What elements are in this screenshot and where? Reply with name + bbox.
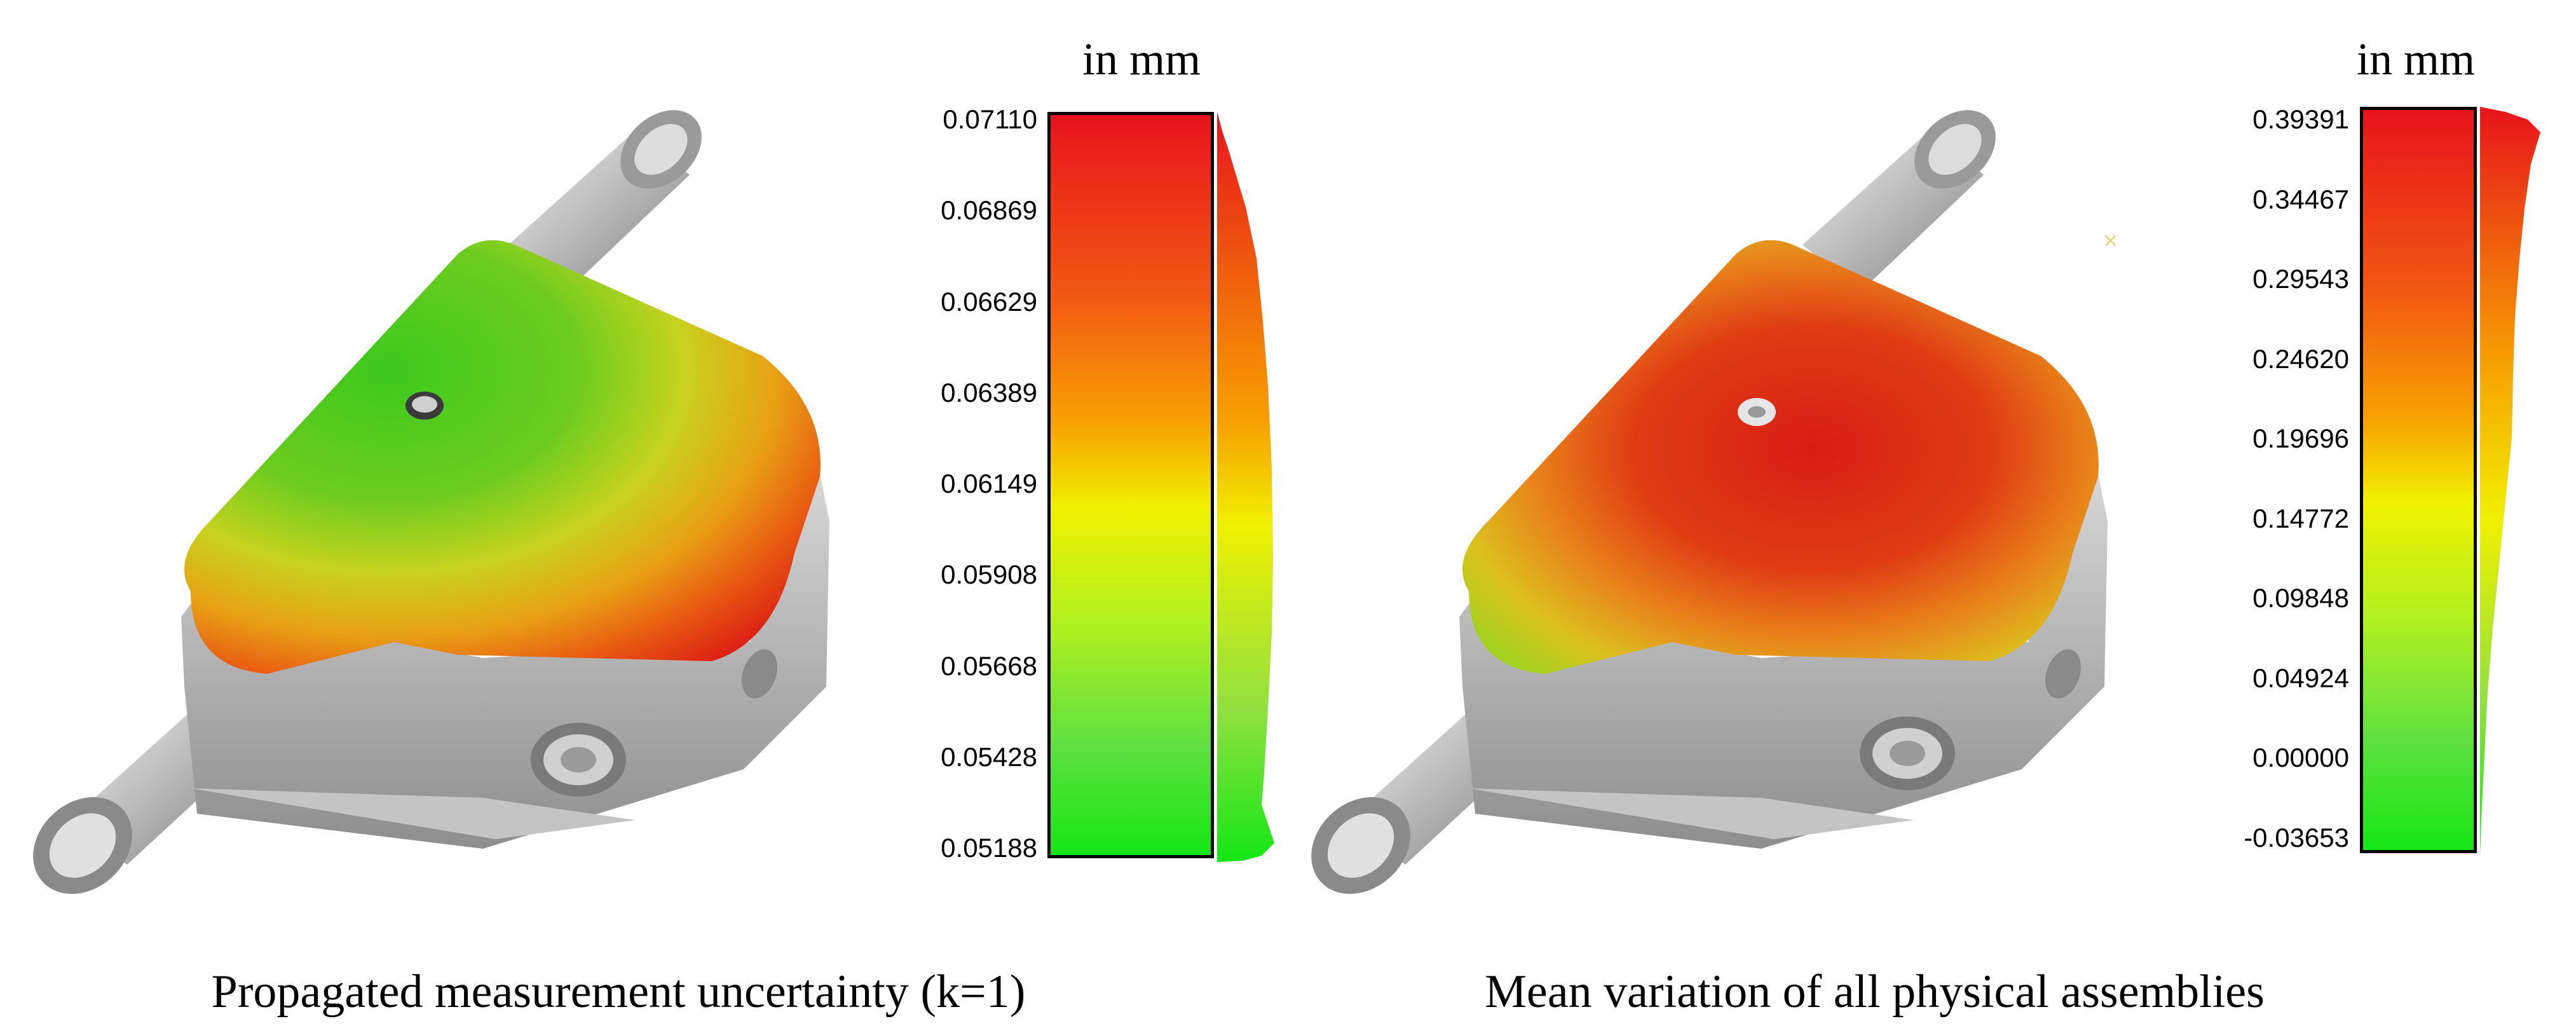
scale-tick-label: 0.04924 <box>2252 662 2349 693</box>
scale-tick-label: 0.00000 <box>2252 743 2349 773</box>
panel-caption: Propagated measurement uncertainty (k=1) <box>211 966 1026 1018</box>
scale-tick-label: 0.06389 <box>941 377 1037 408</box>
color-scale-bar <box>1047 112 1214 858</box>
scale-tick-label: 0.39391 <box>2252 104 2349 134</box>
upper-tube <box>1803 110 1996 292</box>
screw-pocket <box>1860 716 1955 790</box>
scale-tick-label: 0.19696 <box>2252 423 2349 454</box>
screw-pocket <box>531 723 626 797</box>
scale-tick-label: 0.24620 <box>2252 343 2349 374</box>
scale-tick-label: 0.07110 <box>943 104 1037 134</box>
unit-label: in mm <box>1082 34 1201 85</box>
scale-tick-label: 0.05188 <box>941 833 1037 863</box>
housing-body <box>181 474 829 849</box>
side-hole <box>2045 649 2082 699</box>
scale-tick-label: 0.14772 <box>2252 503 2349 533</box>
variation-part-render: × <box>1311 110 2118 894</box>
variation-panel: × in mm 0.39391 0.34467 0.29543 0.24620 0.19… <box>1288 0 2576 1035</box>
panel-caption: Mean variation of all physical assemblie… <box>1485 966 2265 1018</box>
scale-tick-label: 0.29543 <box>2252 264 2349 294</box>
scale-tick-label: 0.05668 <box>941 650 1037 681</box>
scale-tick-label: 0.06869 <box>941 195 1037 226</box>
marker-cross: × <box>2102 230 2118 252</box>
scale-tick-label: 0.06629 <box>941 286 1037 317</box>
scale-tick-label: 0.05428 <box>941 741 1037 772</box>
scale-tick-label: 0.09848 <box>2252 583 2349 613</box>
side-hole <box>741 649 778 699</box>
uncertainty-panel: in mm 0.07110 0.06869 0.06629 0.06389 0.0614… <box>33 34 1274 1018</box>
distribution-histogram <box>1217 112 1274 862</box>
measured-surface <box>184 240 821 674</box>
unit-label: in mm <box>2357 34 2476 85</box>
scale-tick-label: 0.06149 <box>941 469 1037 498</box>
scale-tick-label: 0.34467 <box>2252 184 2349 214</box>
measured-surface <box>1462 240 2099 674</box>
scale-tick-label: 0.05908 <box>941 559 1037 590</box>
scale-tick-label: -0.03653 <box>2244 823 2349 853</box>
color-scale-bar <box>2360 107 2477 853</box>
lower-tube <box>1311 706 1529 894</box>
uncertainty-part-render <box>33 110 829 894</box>
distribution-histogram <box>2480 107 2540 857</box>
scale-ticks: 0.39391 0.34467 0.29543 0.24620 0.19696 0.147… <box>2190 104 2349 853</box>
upper-tube <box>508 110 702 292</box>
scale-ticks: 0.07110 0.06869 0.06629 0.06389 0.06149 0.059… <box>897 104 1037 863</box>
